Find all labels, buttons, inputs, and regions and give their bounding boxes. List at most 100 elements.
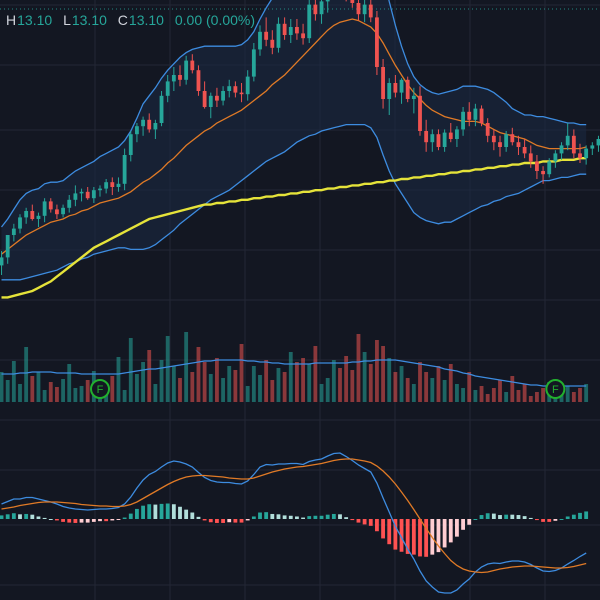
candle[interactable]: [85, 187, 90, 200]
volume-bar[interactable]: [541, 388, 545, 402]
macd-histogram-bar[interactable]: [405, 519, 410, 554]
volume-bar[interactable]: [455, 384, 459, 402]
macd-histogram-bar[interactable]: [350, 519, 355, 521]
candle-body[interactable]: [436, 134, 441, 147]
macd-histogram-bar[interactable]: [387, 519, 392, 545]
volume-bar[interactable]: [325, 378, 330, 402]
candle[interactable]: [227, 79, 232, 98]
macd-histogram-bar[interactable]: [178, 506, 182, 519]
macd-histogram-bar[interactable]: [251, 516, 256, 519]
macd-histogram-bar[interactable]: [282, 515, 287, 519]
candle[interactable]: [498, 135, 502, 157]
volume-bar[interactable]: [584, 384, 589, 402]
candle[interactable]: [485, 118, 490, 143]
macd-histogram-bar[interactable]: [42, 517, 47, 519]
fixed-marker-icon[interactable]: [545, 379, 566, 399]
volume-bar[interactable]: [331, 360, 336, 402]
macd-histogram-bar[interactable]: [331, 513, 336, 519]
candle[interactable]: [5, 235, 10, 264]
candle-body[interactable]: [424, 131, 429, 143]
macd-histogram-bar[interactable]: [128, 513, 133, 519]
volume-bar[interactable]: [356, 334, 361, 402]
candle[interactable]: [565, 123, 570, 151]
candle[interactable]: [239, 83, 244, 103]
candle-body[interactable]: [190, 60, 195, 71]
candle[interactable]: [215, 87, 219, 107]
candle-body[interactable]: [30, 211, 35, 219]
candle[interactable]: [141, 116, 145, 136]
volume-bar[interactable]: [122, 390, 127, 402]
candle-body[interactable]: [368, 4, 373, 18]
volume-bar[interactable]: [264, 360, 269, 402]
macd-histogram-bar[interactable]: [18, 514, 22, 519]
macd-histogram-bar[interactable]: [381, 519, 385, 539]
candle-body[interactable]: [128, 134, 133, 155]
candle[interactable]: [36, 212, 41, 227]
candle-body[interactable]: [418, 95, 422, 131]
candle[interactable]: [122, 148, 127, 191]
candle[interactable]: [350, 0, 355, 8]
volume-bar[interactable]: [375, 340, 379, 402]
candle-body[interactable]: [535, 161, 539, 171]
volume-bar[interactable]: [61, 379, 65, 402]
candle[interactable]: [30, 204, 35, 221]
candle-body[interactable]: [325, 0, 330, 2]
macd-histogram-bar[interactable]: [276, 514, 281, 519]
candle[interactable]: [18, 214, 22, 234]
candle[interactable]: [104, 179, 109, 194]
volume-bar[interactable]: [485, 394, 490, 402]
volume-bar[interactable]: [381, 346, 385, 402]
candle[interactable]: [393, 75, 398, 98]
candle[interactable]: [455, 126, 459, 147]
macd-histogram-bar[interactable]: [455, 519, 459, 537]
macd-histogram-bar[interactable]: [535, 519, 539, 521]
candle-body[interactable]: [141, 119, 145, 127]
volume-bar[interactable]: [42, 390, 47, 402]
candle[interactable]: [276, 17, 281, 53]
macd-histogram-bar[interactable]: [491, 513, 496, 519]
candle-body[interactable]: [479, 108, 484, 123]
volume-bar[interactable]: [387, 358, 392, 402]
volume-bar[interactable]: [18, 384, 22, 402]
candle-body[interactable]: [67, 199, 72, 208]
macd-histogram-bar[interactable]: [227, 519, 232, 523]
macd-histogram-bar[interactable]: [85, 519, 90, 523]
volume-bar[interactable]: [535, 392, 539, 402]
candle[interactable]: [430, 129, 435, 152]
candle-body[interactable]: [362, 4, 367, 15]
macd-histogram-bar[interactable]: [461, 519, 465, 530]
volume-bar[interactable]: [393, 372, 398, 402]
candle-body[interactable]: [393, 83, 398, 93]
volume-bar[interactable]: [116, 357, 121, 402]
candle-body[interactable]: [227, 86, 232, 91]
volume-bar[interactable]: [467, 372, 472, 402]
volume-bar[interactable]: [215, 358, 219, 402]
macd-histogram-bar[interactable]: [338, 514, 342, 519]
volume-bar[interactable]: [288, 352, 293, 402]
macd-histogram-bar[interactable]: [399, 519, 404, 552]
volume-bar[interactable]: [498, 380, 502, 402]
candle-body[interactable]: [42, 201, 47, 216]
macd-histogram-bar[interactable]: [165, 503, 170, 519]
macd-histogram-bar[interactable]: [98, 519, 102, 522]
candle[interactable]: [381, 59, 385, 109]
macd-histogram-bar[interactable]: [368, 519, 373, 526]
candle[interactable]: [553, 150, 558, 168]
fixed-marker[interactable]: F: [90, 379, 110, 399]
volume-bar[interactable]: [565, 386, 570, 402]
candle[interactable]: [578, 143, 582, 163]
macd-histogram-bar[interactable]: [424, 519, 429, 557]
candle[interactable]: [424, 119, 429, 152]
candle-body[interactable]: [461, 111, 465, 130]
candle[interactable]: [368, 0, 373, 23]
macd-histogram-bar[interactable]: [171, 504, 176, 519]
volume-bar[interactable]: [233, 370, 238, 402]
macd-histogram-bar[interactable]: [141, 505, 145, 519]
macd-histogram-bar[interactable]: [110, 519, 115, 521]
candle[interactable]: [473, 103, 478, 127]
candle-body[interactable]: [467, 111, 472, 120]
candle[interactable]: [405, 76, 410, 103]
candle-body[interactable]: [571, 135, 576, 154]
candle-body[interactable]: [387, 83, 392, 99]
macd-histogram-bar[interactable]: [239, 519, 244, 523]
